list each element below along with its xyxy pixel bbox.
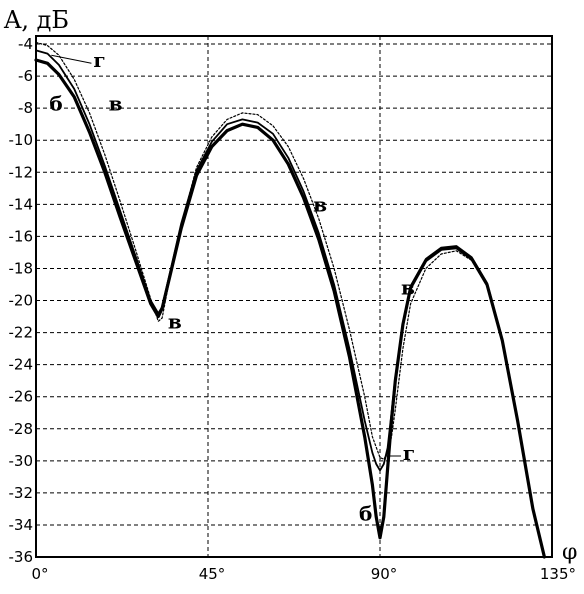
y-tick-label: -6 — [18, 67, 33, 85]
y-tick-label: -20 — [9, 292, 34, 310]
y-tick-label: -12 — [9, 163, 34, 181]
series-line-б — [34, 58, 546, 559]
y-tick-label: -36 — [9, 548, 34, 566]
y-axis-label: A, дБ — [3, 6, 69, 34]
x-tick-label: 0° — [31, 565, 48, 583]
x-tick-label: 45° — [199, 565, 226, 583]
curve-label: б — [49, 91, 62, 115]
y-tick-label: -8 — [18, 99, 33, 117]
y-tick-label: -26 — [9, 388, 34, 406]
y-tick-label: -22 — [9, 324, 34, 342]
curve-label: г — [403, 441, 415, 465]
curve-label: г — [93, 48, 105, 72]
x-tick-label: 135° — [540, 565, 576, 583]
curve-label: в — [109, 91, 123, 115]
y-tick-label: -18 — [9, 259, 34, 277]
series-line-г — [35, 49, 546, 558]
y-tick-label: -24 — [9, 356, 34, 374]
x-axis-label: φ — [562, 540, 577, 565]
x-tick-label: 90° — [371, 565, 398, 583]
y-tick-label: -14 — [9, 195, 34, 213]
y-tick-label: -34 — [9, 516, 34, 534]
y-tick-label: -32 — [9, 484, 34, 502]
y-axis-ticks: -4 -6 -8 -10 -12 -14 -16 -18 -20 -22 -24 -26 -28 -30 -… — [9, 35, 34, 566]
plot-frame — [35, 35, 553, 558]
y-tick-label: -4 — [18, 35, 33, 53]
curve-label: в — [401, 276, 415, 300]
curve-label: в — [313, 192, 327, 216]
x-axis-ticks: 0° 45° 90° 135° — [31, 565, 576, 583]
y-tick-label: -28 — [9, 420, 34, 438]
y-tick-label: -30 — [9, 452, 34, 470]
series-group — [34, 41, 546, 559]
y-tick-label: -16 — [9, 227, 34, 245]
leader-line — [51, 54, 92, 64]
curve-label: б — [359, 502, 372, 526]
y-tick-label: -10 — [9, 131, 34, 149]
curve-label: в — [168, 309, 182, 333]
series-line-в — [35, 41, 545, 558]
